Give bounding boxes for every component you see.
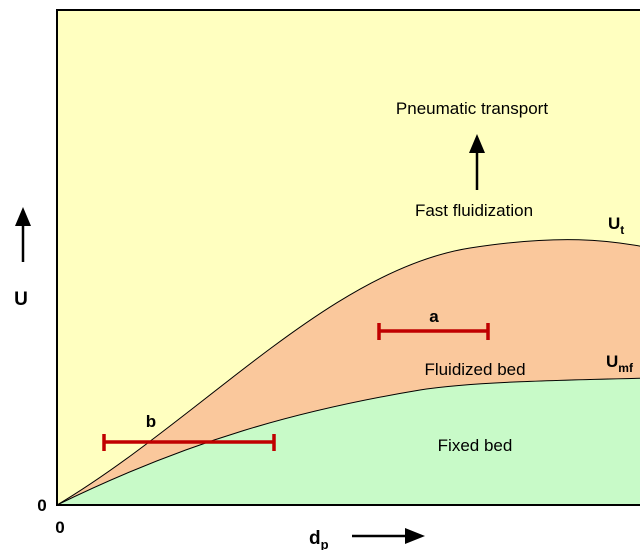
label-b: b — [146, 412, 156, 431]
x-axis-label: dp — [309, 528, 329, 550]
label-fixed-bed: Fixed bed — [438, 436, 513, 455]
x-axis-label-subscript: p — [321, 537, 329, 550]
origin-y-label: 0 — [37, 496, 46, 515]
ut-curve — [56, 239, 640, 506]
y-axis-label: U — [14, 289, 28, 310]
origin-x-label: 0 — [55, 518, 64, 537]
y-axis-arrow-icon — [15, 207, 31, 262]
up-arrow-icon — [469, 134, 485, 190]
label-a: a — [429, 307, 439, 326]
label-ut: Ut — [608, 214, 624, 237]
label-ut-subscript: t — [620, 223, 624, 237]
region-fixed-bed — [57, 378, 640, 505]
range-bar-b — [102, 434, 276, 451]
label-fluidized-bed: Fluidized bed — [424, 360, 525, 379]
label-pneumatic-transport: Pneumatic transport — [396, 99, 548, 118]
region-fluidized-bed — [57, 239, 640, 505]
label-umf-subscript: mf — [618, 361, 634, 375]
range-bar-a — [377, 323, 490, 340]
umf-curve — [56, 377, 640, 506]
label-fast-fluidization: Fast fluidization — [415, 201, 533, 220]
label-umf: Umf — [606, 352, 634, 375]
x-axis-arrow-icon — [352, 528, 425, 544]
